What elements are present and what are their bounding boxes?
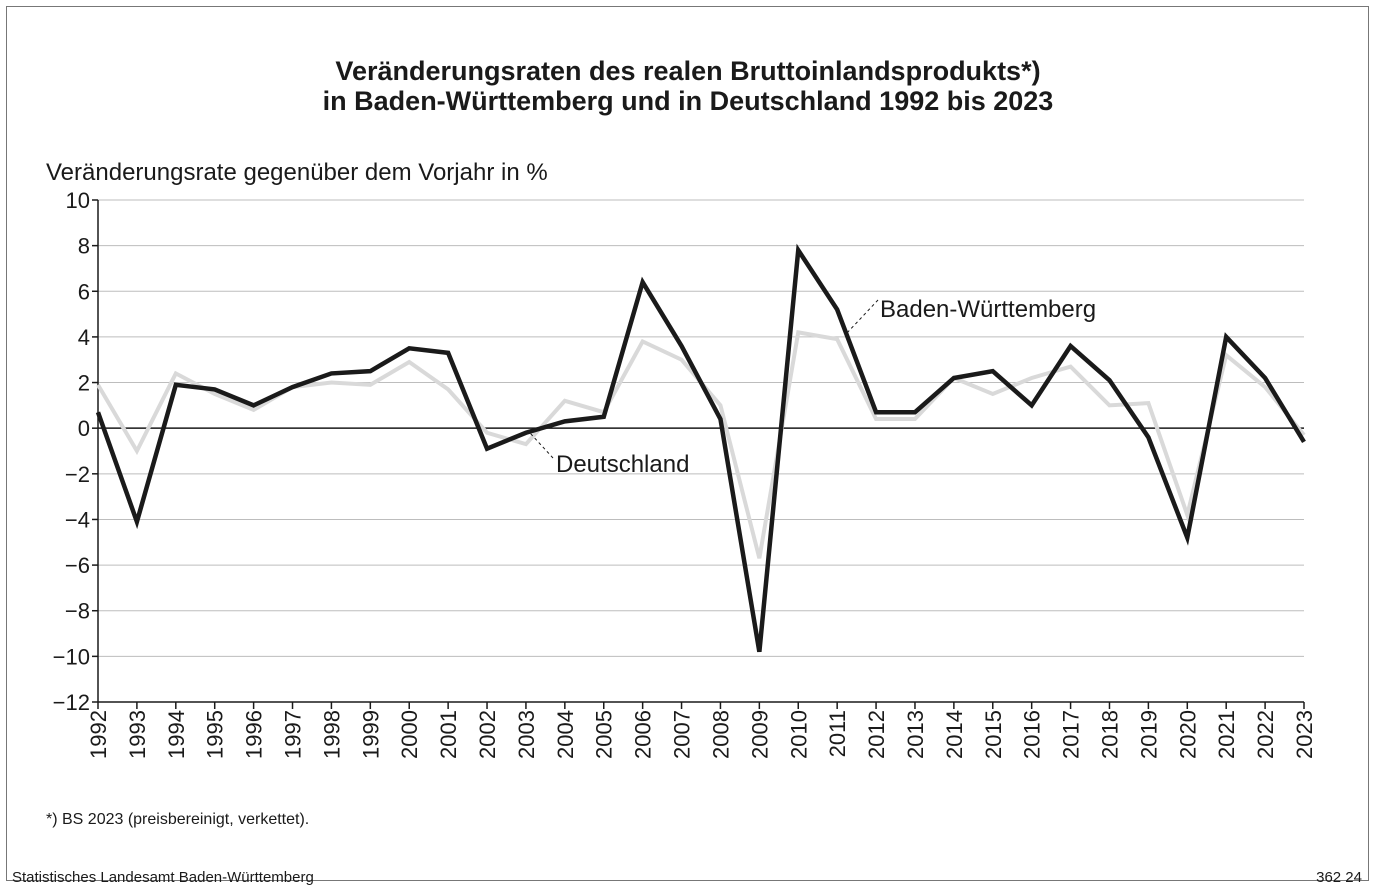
x-tick-label: 2003 bbox=[514, 710, 539, 759]
x-tick-label: 2007 bbox=[670, 710, 695, 759]
x-tick-label: 1993 bbox=[125, 710, 150, 759]
x-tick-label: 2006 bbox=[631, 710, 656, 759]
y-tick-label: 0 bbox=[78, 416, 90, 441]
x-tick-label: 2000 bbox=[397, 710, 422, 759]
x-tick-label: 2004 bbox=[553, 710, 578, 759]
frame bbox=[6, 6, 1369, 881]
x-tick-label: 2023 bbox=[1292, 710, 1317, 759]
x-tick-label: 2005 bbox=[592, 710, 617, 759]
x-tick-label: 2002 bbox=[475, 710, 500, 759]
x-tick-label: 1996 bbox=[242, 710, 267, 759]
y-tick-label: 2 bbox=[78, 371, 90, 396]
chart-title: Veränderungsraten des realen Bruttoinlan… bbox=[335, 56, 1040, 86]
x-tick-label: 2016 bbox=[1020, 710, 1045, 759]
chart-title: in Baden-Württemberg und in Deutschland … bbox=[323, 86, 1054, 116]
y-tick-label: −2 bbox=[65, 462, 90, 487]
series-line bbox=[96, 330, 1306, 559]
x-tick-label: 1994 bbox=[164, 710, 189, 759]
x-tick-label: 2008 bbox=[708, 710, 733, 759]
y-tick-label: −6 bbox=[65, 553, 90, 578]
x-tick-label: 2009 bbox=[747, 710, 772, 759]
y-tick-label: 10 bbox=[66, 188, 90, 213]
y-tick-label: −8 bbox=[65, 599, 90, 624]
y-tick-label: 4 bbox=[78, 325, 90, 350]
x-tick-label: 2017 bbox=[1059, 710, 1084, 759]
x-tick-label: 2018 bbox=[1097, 710, 1122, 759]
x-tick-label: 2011 bbox=[825, 710, 850, 757]
x-tick-label: 2001 bbox=[436, 710, 461, 759]
x-tick-label: 2020 bbox=[1175, 710, 1200, 759]
series-line bbox=[95, 243, 1306, 653]
x-tick-label: 1992 bbox=[86, 710, 111, 759]
y-tick-label: 8 bbox=[78, 234, 90, 259]
y-tick-label: −4 bbox=[65, 507, 90, 532]
x-tick-label: 1998 bbox=[319, 710, 344, 759]
x-tick-label: 2022 bbox=[1253, 710, 1278, 759]
x-tick-label: 2012 bbox=[864, 710, 889, 759]
series-annotation: Deutschland bbox=[556, 451, 689, 478]
x-tick-label: 2010 bbox=[786, 710, 811, 759]
y-tick-label: −12 bbox=[53, 690, 90, 715]
x-tick-label: 2015 bbox=[981, 710, 1006, 759]
x-tick-label: 1997 bbox=[281, 710, 306, 759]
x-tick-label: 2019 bbox=[1136, 710, 1161, 759]
series-annotation: Baden-Württemberg bbox=[880, 296, 1096, 323]
x-tick-label: 2021 bbox=[1214, 710, 1239, 759]
x-tick-label: 2014 bbox=[942, 710, 967, 759]
x-tick-label: 1999 bbox=[358, 710, 383, 759]
y-axis-label: Veränderungsrate gegenüber dem Vorjahr i… bbox=[46, 159, 548, 186]
footnote: *) BS 2023 (preisbereinigt, verkettet). bbox=[46, 811, 309, 828]
chart-code: 362 24 bbox=[1316, 869, 1362, 886]
x-tick-label: 2013 bbox=[903, 710, 928, 759]
y-tick-label: −10 bbox=[53, 644, 90, 669]
y-tick-label: 6 bbox=[78, 279, 90, 304]
x-tick-label: 1995 bbox=[203, 710, 228, 759]
source: Statistisches Landesamt Baden-Württember… bbox=[12, 869, 314, 886]
annotation-leader bbox=[845, 299, 879, 335]
